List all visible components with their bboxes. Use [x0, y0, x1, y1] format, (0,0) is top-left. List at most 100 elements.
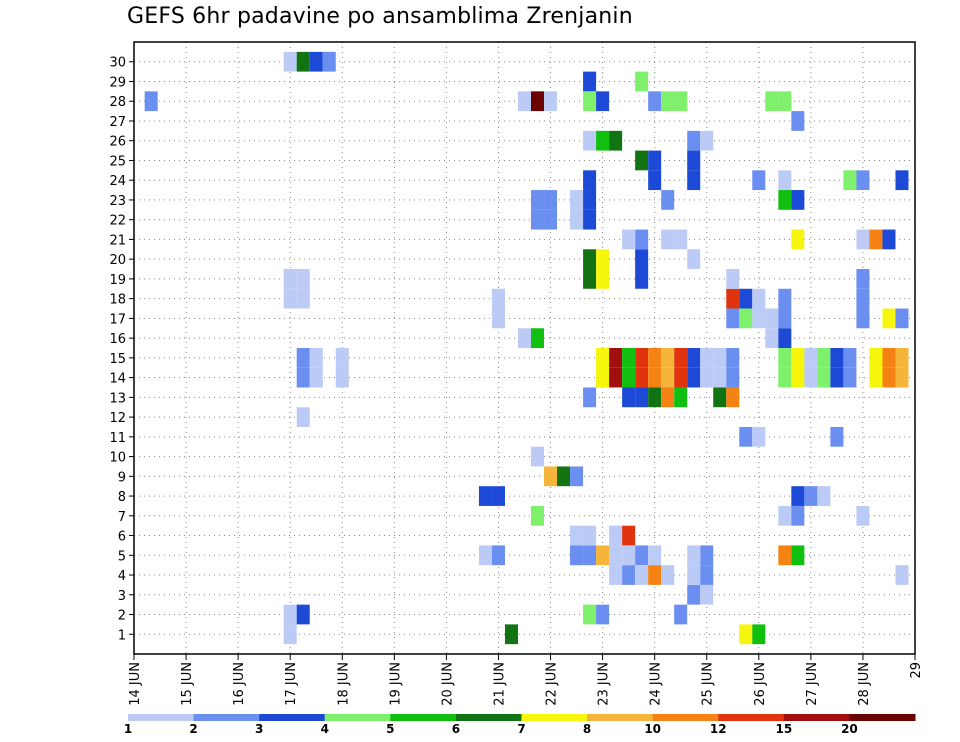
- data-cell: [296, 407, 310, 427]
- data-cell: [856, 170, 870, 191]
- data-cell: [283, 269, 297, 289]
- x-tick-label: 29: [909, 662, 924, 679]
- data-cell: [726, 367, 740, 388]
- x-tick-label: 23 JUN: [597, 662, 612, 706]
- y-tick-label: 25: [109, 154, 126, 169]
- data-cell: [895, 565, 909, 585]
- data-cell: [791, 486, 805, 506]
- data-cell: [648, 91, 662, 112]
- y-tick-label: 1: [118, 628, 126, 643]
- data-cell: [635, 269, 649, 289]
- data-cell: [765, 328, 779, 348]
- data-cell: [531, 505, 545, 526]
- data-cell: [583, 525, 597, 546]
- y-tick-label: 9: [118, 470, 126, 485]
- data-cell: [583, 604, 597, 625]
- data-cells: [144, 51, 909, 645]
- data-cell: [778, 545, 792, 566]
- data-cell: [335, 348, 349, 368]
- y-tick-label: 20: [109, 253, 126, 268]
- data-cell: [856, 288, 870, 309]
- y-tick-label: 8: [118, 490, 126, 505]
- data-cell: [283, 604, 297, 625]
- y-tick-label: 2: [118, 609, 126, 624]
- data-cell: [856, 505, 870, 526]
- data-cell: [283, 288, 297, 309]
- data-cell: [583, 130, 597, 151]
- data-cell: [544, 209, 558, 230]
- data-cell: [895, 348, 909, 368]
- data-cell: [531, 328, 545, 348]
- x-tick-label: 16 JUN: [232, 662, 247, 706]
- data-cell: [609, 545, 623, 566]
- data-cell: [791, 545, 805, 566]
- colorbar-label: 7: [517, 722, 525, 736]
- data-cell: [739, 288, 753, 309]
- data-cell: [661, 229, 675, 250]
- data-cell: [687, 170, 701, 191]
- colorbar-swatch: [324, 714, 391, 721]
- data-cell: [791, 348, 805, 368]
- data-cell: [687, 584, 701, 605]
- data-cell: [778, 170, 792, 191]
- data-cell: [478, 486, 492, 506]
- data-cell: [583, 190, 597, 210]
- y-tick-label: 10: [109, 451, 126, 466]
- y-tick-label: 23: [109, 194, 126, 209]
- colorbar-swatch: [849, 714, 916, 721]
- data-cell: [583, 387, 597, 408]
- y-tick-label: 24: [109, 174, 126, 189]
- y-tick-label: 28: [109, 95, 126, 110]
- data-cell: [869, 367, 883, 388]
- data-cell: [843, 367, 857, 388]
- data-cell: [296, 367, 310, 388]
- data-cell: [570, 525, 584, 546]
- data-cell: [596, 604, 610, 625]
- colorbar-label: 15: [775, 722, 792, 736]
- data-cell: [517, 91, 532, 112]
- data-cell: [882, 348, 896, 368]
- data-cell: [713, 367, 727, 388]
- data-cell: [700, 545, 714, 566]
- data-cell: [491, 486, 505, 506]
- data-cell: [504, 624, 518, 645]
- data-cell: [752, 288, 766, 309]
- data-cell: [596, 91, 610, 112]
- data-cell: [322, 51, 336, 72]
- data-cell: [687, 348, 701, 368]
- data-cell: [843, 348, 857, 368]
- y-tick-label: 4: [118, 569, 126, 584]
- data-cell: [674, 348, 688, 368]
- data-cell: [622, 229, 636, 250]
- data-cell: [674, 367, 688, 388]
- x-tick-label: 18 JUN: [336, 662, 351, 706]
- data-cell: [583, 209, 597, 230]
- data-cell: [661, 91, 675, 112]
- data-cell: [856, 229, 870, 250]
- data-cell: [817, 486, 831, 506]
- y-tick-label: 26: [109, 135, 126, 150]
- data-cell: [661, 367, 675, 388]
- y-tick-label: 11: [109, 431, 126, 446]
- data-cell: [635, 150, 649, 171]
- data-cell: [583, 249, 597, 270]
- data-cell: [661, 190, 675, 210]
- data-cell: [752, 170, 766, 191]
- y-tick-label: 17: [109, 312, 126, 327]
- colorbar-swatch: [783, 714, 850, 721]
- data-cell: [674, 229, 688, 250]
- colorbar-label: 6: [452, 722, 460, 736]
- data-cell: [635, 367, 649, 388]
- data-cell: [765, 91, 779, 112]
- y-tick-label: 6: [118, 530, 126, 545]
- data-cell: [296, 269, 310, 289]
- data-cell: [491, 308, 505, 329]
- y-tick-label: 21: [109, 233, 126, 248]
- data-cell: [296, 288, 310, 309]
- data-cell: [570, 209, 584, 230]
- data-cell: [622, 348, 636, 368]
- data-cell: [609, 367, 623, 388]
- y-tick-label: 15: [109, 352, 126, 367]
- x-tick-label: 27 JUN: [805, 662, 820, 706]
- data-cell: [531, 209, 545, 230]
